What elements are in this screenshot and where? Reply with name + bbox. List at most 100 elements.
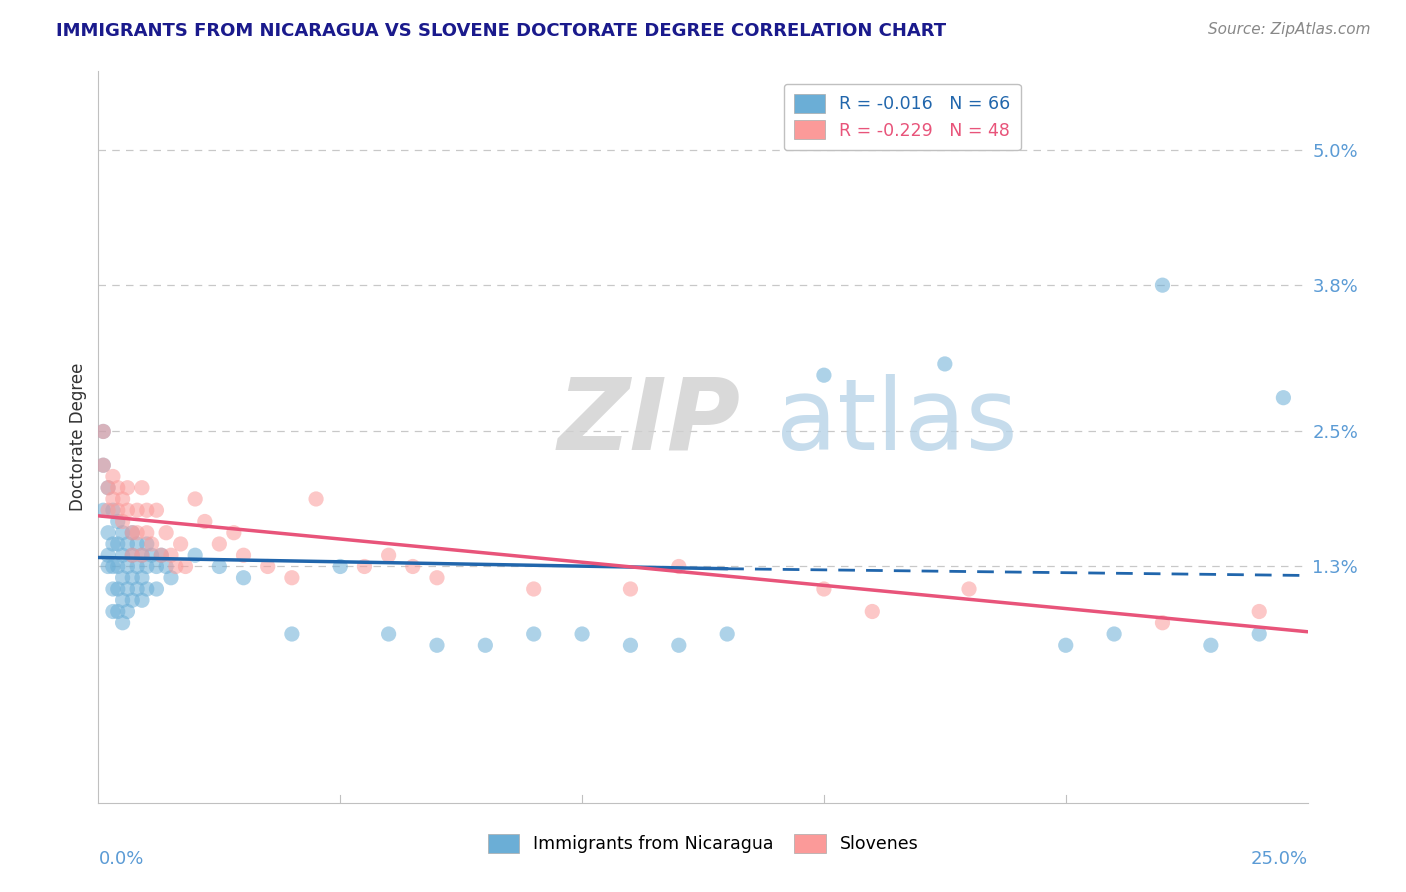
Point <box>169 537 191 551</box>
Y-axis label: Doctorate Degree: Doctorate Degree <box>69 363 87 511</box>
Point <box>135 525 157 540</box>
Point <box>155 559 177 574</box>
Point <box>716 627 738 641</box>
Point <box>184 548 207 562</box>
Point <box>107 605 129 619</box>
Point <box>141 537 163 551</box>
Point <box>117 537 139 551</box>
Point <box>232 548 254 562</box>
Point <box>813 368 835 383</box>
Text: Source: ZipAtlas.com: Source: ZipAtlas.com <box>1208 22 1371 37</box>
Point <box>150 548 173 562</box>
Point <box>523 627 546 641</box>
Point <box>281 627 304 641</box>
Point <box>117 605 139 619</box>
Point <box>208 537 231 551</box>
Point <box>107 582 129 596</box>
Point <box>194 515 217 529</box>
Point <box>117 481 139 495</box>
Point <box>91 458 114 473</box>
Point <box>353 559 375 574</box>
Point <box>145 503 167 517</box>
Point <box>184 491 207 506</box>
Point <box>141 548 163 562</box>
Point <box>523 582 546 596</box>
Point <box>91 425 114 439</box>
Point <box>97 548 120 562</box>
Text: 0.0%: 0.0% <box>98 850 143 868</box>
Point <box>1054 638 1077 652</box>
Point <box>135 582 157 596</box>
Point <box>174 559 197 574</box>
Point <box>208 559 231 574</box>
Point <box>426 571 449 585</box>
Point <box>111 525 134 540</box>
Point <box>107 503 129 517</box>
Point <box>101 503 124 517</box>
Point <box>97 525 120 540</box>
Text: ZIP: ZIP <box>558 374 741 471</box>
Point <box>111 491 134 506</box>
Point <box>121 548 143 562</box>
Point <box>1249 605 1271 619</box>
Point <box>305 491 328 506</box>
Point <box>101 559 124 574</box>
Point <box>127 582 149 596</box>
Point <box>860 605 883 619</box>
Point <box>222 525 245 540</box>
Point <box>117 503 139 517</box>
Point <box>131 571 153 585</box>
Legend: Immigrants from Nicaragua, Slovenes: Immigrants from Nicaragua, Slovenes <box>481 827 925 860</box>
Point <box>160 571 183 585</box>
Point <box>111 615 134 630</box>
Point <box>101 469 124 483</box>
Point <box>127 559 149 574</box>
Point <box>127 525 149 540</box>
Point <box>101 537 124 551</box>
Point <box>155 525 177 540</box>
Point <box>121 525 143 540</box>
Point <box>97 481 120 495</box>
Point <box>127 537 149 551</box>
Point <box>107 515 129 529</box>
Point <box>107 559 129 574</box>
Point <box>111 548 134 562</box>
Point <box>131 548 153 562</box>
Point <box>117 559 139 574</box>
Point <box>91 425 114 439</box>
Point <box>135 559 157 574</box>
Point <box>1272 391 1295 405</box>
Point <box>281 571 304 585</box>
Point <box>131 548 153 562</box>
Point <box>97 481 120 495</box>
Point <box>97 503 120 517</box>
Text: 25.0%: 25.0% <box>1250 850 1308 868</box>
Point <box>934 357 956 371</box>
Point <box>101 491 124 506</box>
Point <box>426 638 449 652</box>
Point <box>957 582 980 596</box>
Point <box>97 559 120 574</box>
Point <box>101 605 124 619</box>
Point <box>160 548 183 562</box>
Point <box>1102 627 1125 641</box>
Point <box>107 537 129 551</box>
Point <box>131 481 153 495</box>
Point <box>1249 627 1271 641</box>
Point <box>91 503 114 517</box>
Point <box>135 503 157 517</box>
Point <box>121 593 143 607</box>
Point <box>474 638 496 652</box>
Point <box>111 571 134 585</box>
Point <box>377 627 399 641</box>
Point <box>131 593 153 607</box>
Point <box>117 582 139 596</box>
Point <box>111 515 134 529</box>
Point <box>668 638 690 652</box>
Point <box>101 582 124 596</box>
Point <box>150 548 173 562</box>
Point <box>668 559 690 574</box>
Text: atlas: atlas <box>776 374 1017 471</box>
Point <box>813 582 835 596</box>
Point <box>165 559 187 574</box>
